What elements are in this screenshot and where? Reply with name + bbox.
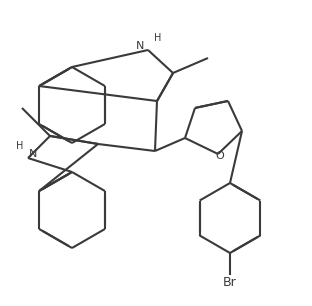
Text: O: O (216, 151, 224, 161)
Text: H: H (154, 33, 162, 43)
Text: H: H (16, 141, 24, 151)
Text: Br: Br (223, 277, 237, 289)
Text: N: N (136, 41, 144, 51)
Text: N: N (29, 149, 37, 159)
